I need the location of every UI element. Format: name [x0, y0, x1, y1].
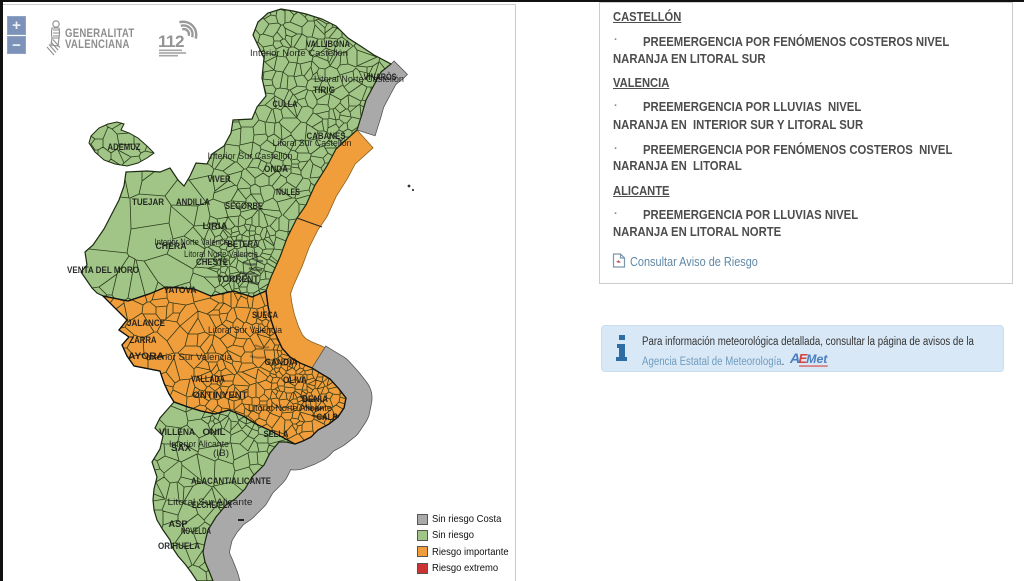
svg-text:NOVELDA: NOVELDA	[181, 526, 211, 536]
svg-text:GANDIA: GANDIA	[265, 357, 298, 367]
svg-text:ZARRA: ZARRA	[130, 335, 157, 345]
svg-text:BETERA: BETERA	[228, 239, 259, 249]
svg-text:(IB): (IB)	[213, 448, 229, 458]
svg-text:ONIL: ONIL	[203, 427, 227, 437]
svg-text:SEGORBE: SEGORBE	[225, 201, 263, 211]
svg-text:Interior Norte Castellón: Interior Norte Castellón	[250, 48, 348, 58]
svg-text:NULES: NULES	[276, 187, 300, 197]
svg-text:CHERA: CHERA	[156, 241, 187, 251]
svg-text:JALANCE: JALANCE	[127, 318, 165, 328]
svg-text:Interior Sur Castellón: Interior Sur Castellón	[208, 151, 293, 161]
svg-text:ONTINYENT: ONTINYENT	[193, 390, 249, 400]
svg-text:Litoral Sur Alicante: Litoral Sur Alicante	[168, 497, 253, 507]
svg-text:OLIVA: OLIVA	[283, 375, 307, 385]
svg-text:Met: Met	[806, 352, 828, 366]
svg-text:VIVER: VIVER	[208, 174, 231, 184]
svg-text:VINARÒS: VINARÒS	[364, 71, 397, 82]
svg-text:CALP: CALP	[317, 412, 338, 422]
svg-text:Litoral Sur Castellón: Litoral Sur Castellón	[273, 138, 352, 148]
svg-text:TORRENT: TORRENT	[218, 274, 259, 284]
svg-text:SELLA: SELLA	[264, 429, 289, 439]
svg-text:ASP: ASP	[169, 519, 188, 529]
svg-text:Interior Norte Valencia: Interior Norte Valencia	[155, 237, 230, 247]
svg-text:A: A	[790, 351, 800, 367]
svg-text:ORIHUELA: ORIHUELA	[158, 541, 200, 551]
svg-text:ADEMUZ: ADEMUZ	[108, 142, 141, 152]
svg-text:SAX: SAX	[171, 443, 191, 453]
svg-text:ELCHE/ELX: ELCHE/ELX	[192, 500, 232, 510]
svg-text:Litoral Norte Castellón: Litoral Norte Castellón	[314, 74, 404, 84]
svg-text:VILLENA: VILLENA	[159, 427, 195, 437]
svg-text:VENTA DEL MORO: VENTA DEL MORO	[67, 265, 139, 275]
svg-text:CHESTE: CHESTE	[196, 257, 228, 267]
svg-text:VALLIBONA: VALLIBONA	[306, 39, 350, 49]
svg-text:TIRIG: TIRIG	[313, 85, 335, 95]
svg-text:AYORA: AYORA	[128, 351, 165, 361]
svg-text:VALLADA: VALLADA	[191, 374, 225, 384]
svg-text:ALACANT/ALICANTE: ALACANT/ALICANTE	[191, 476, 271, 486]
svg-text:E: E	[798, 351, 808, 366]
svg-text:112: 112	[158, 32, 184, 51]
svg-text:CULLA: CULLA	[273, 99, 298, 109]
svg-text:CABANES: CABANES	[307, 131, 346, 141]
svg-text:Litoral Sur Valencia: Litoral Sur Valencia	[208, 325, 282, 335]
svg-text:SUECA: SUECA	[252, 310, 278, 320]
svg-text:Interior Alicante: Interior Alicante	[169, 439, 229, 449]
svg-text:Litoral Norte Alicante: Litoral Norte Alicante	[248, 403, 332, 413]
svg-text:ANDILLA: ANDILLA	[176, 197, 210, 207]
svg-text:YATOVA: YATOVA	[164, 285, 197, 295]
svg-text:Interior Sur Valencia: Interior Sur Valencia	[146, 352, 232, 362]
svg-text:Litoral Norte Valencia: Litoral Norte Valencia	[184, 249, 258, 259]
svg-text:TUEJAR: TUEJAR	[132, 197, 164, 207]
svg-text:DENIA: DENIA	[302, 394, 328, 404]
svg-text:ONDA: ONDA	[264, 164, 288, 174]
svg-text:LIRIA: LIRIA	[203, 221, 229, 231]
